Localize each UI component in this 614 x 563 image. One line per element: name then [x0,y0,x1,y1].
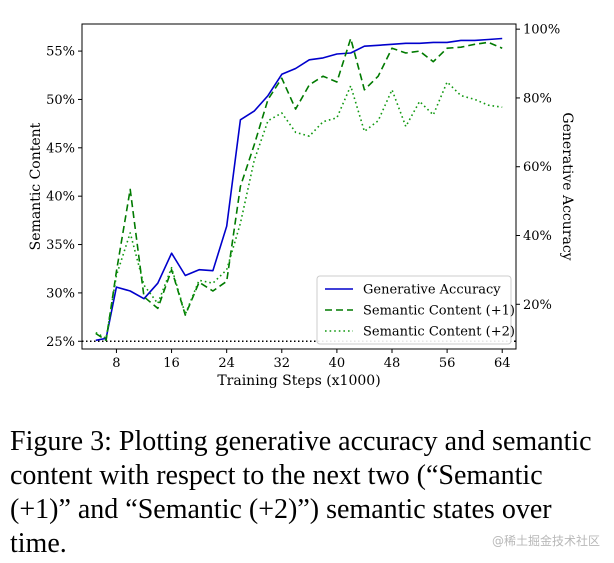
x-tick-label: 56 [439,356,456,371]
x-tick-label: 16 [163,356,180,371]
y-left-tick-label: 55% [46,45,75,60]
series-line-1 [95,37,503,342]
series-3 [95,81,503,340]
series-line-2 [95,37,503,342]
legend-box [316,275,512,345]
y-left-tick-label: 40% [46,190,75,205]
y-right-tick-label: 40% [523,229,552,244]
x-axis-label: Training Steps (x1000) [217,373,380,389]
y-right-axis: 20% 40% 60% 80% 100% [516,23,560,313]
x-tick-label: 40 [329,356,346,371]
legend-label-3: Semantic Content (+2) [363,325,515,340]
figure-caption: Figure 3: Plotting generative accuracy a… [10,426,592,559]
x-tick-label: 48 [384,356,401,371]
y-right-tick-label: 20% [523,298,552,313]
chart: 8 16 24 32 40 48 56 64 25% 30% 35% 40% 45% 50% 55% 20… [28,23,575,389]
y-left-axis-label: Semantic Content [28,122,44,250]
y-left-tick-label: 45% [46,141,75,156]
x-tick-label: 32 [274,356,291,371]
plot-frame [81,23,517,350]
x-tick-label: 24 [218,356,235,371]
legend-label-2: Semantic Content (+1) [363,304,515,319]
y-right-tick-label: 80% [523,91,552,106]
series-1 [95,37,503,342]
y-right-axis-label: Generative Accuracy [559,112,575,260]
y-left-tick-label: 50% [46,93,75,108]
y-left-tick-label: 30% [46,286,75,301]
y-left-axis: 25% 30% 35% 40% 45% 50% 55% [46,45,82,350]
y-right-tick-label: 100% [523,23,560,38]
legend: Generative Accuracy Semantic Content (+1)… [316,275,515,345]
x-tick-label: 8 [112,356,120,371]
x-tick-label: 64 [494,356,511,371]
y-left-tick-label: 35% [46,238,75,253]
y-right-tick-label: 60% [523,160,552,175]
legend-label-1: Generative Accuracy [363,283,501,298]
series-2 [95,37,503,342]
x-axis: 8 16 24 32 40 48 56 64 [112,349,510,371]
y-left-tick-label: 25% [46,335,75,350]
series-layer [95,37,503,342]
watermark: @稀土掘金技术社区 [491,534,600,548]
series-line-3 [95,81,503,340]
plot-area [81,23,517,350]
